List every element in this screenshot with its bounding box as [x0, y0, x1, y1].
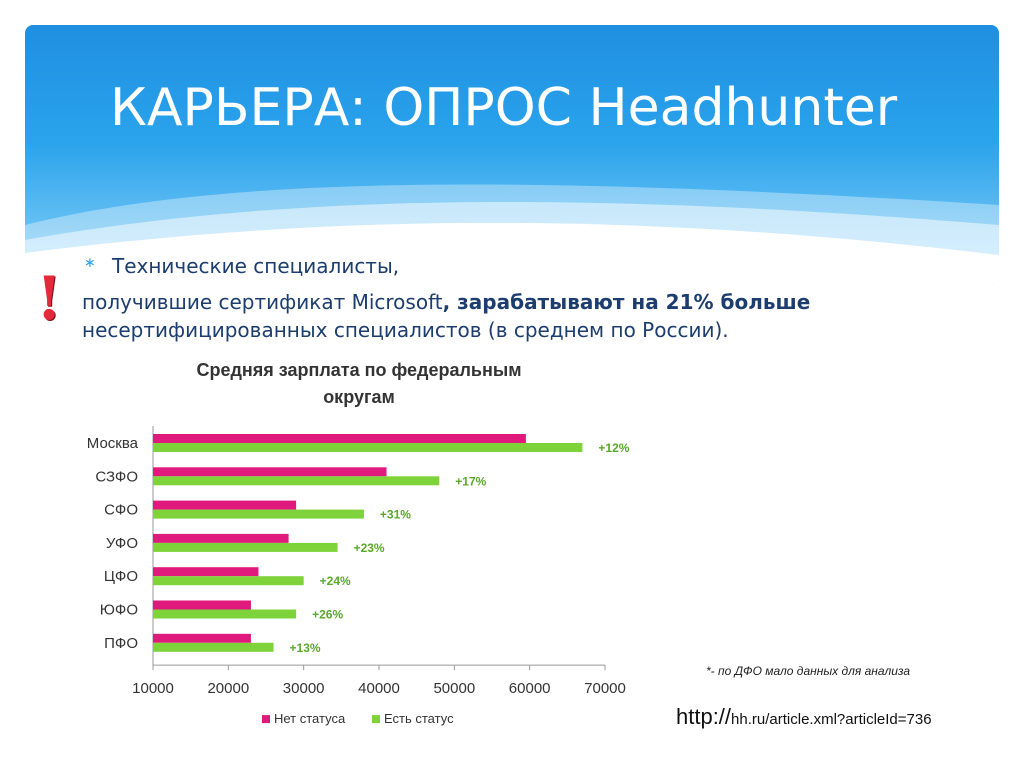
x-tick-label: 20000	[207, 680, 249, 697]
footnote: *- по ДФО мало данных для анализа	[706, 664, 911, 678]
delta-label: +31%	[380, 508, 411, 522]
delta-label: +24%	[320, 574, 351, 588]
title-banner: КАРЬЕРА: ОПРОС Headhunter	[25, 25, 999, 285]
bar-status	[153, 443, 583, 452]
bar-no-status	[153, 567, 259, 577]
x-tick-label: 40000	[358, 680, 400, 697]
bullet-text-line3: несертифицированных специалистов (в сред…	[82, 318, 729, 342]
source-link[interactable]: http://hh.ru/article.xml?articleId=736	[676, 704, 932, 730]
legend-swatch-no-status	[262, 715, 270, 724]
x-tick-label: 50000	[433, 680, 475, 697]
link-url[interactable]: hh.ru/article.xml?articleId=736	[731, 711, 932, 728]
legend-label-status: Есть статус	[384, 711, 454, 726]
bar-no-status	[153, 467, 387, 477]
x-tick-label: 70000	[584, 680, 626, 697]
category-label: СФО	[104, 502, 138, 519]
line2-plain: получившие сертификат Microsoft	[82, 290, 443, 314]
category-label: УФО	[106, 535, 138, 552]
wave-decoration	[25, 184, 999, 285]
category-label: СЗФО	[95, 468, 138, 485]
delta-label: +13%	[290, 641, 321, 655]
x-tick-label: 30000	[283, 680, 325, 697]
x-tick-label: 60000	[509, 680, 551, 697]
link-prefix[interactable]: http://	[676, 704, 732, 729]
bullet-icon: ∗	[84, 254, 96, 270]
bar-no-status	[153, 500, 297, 510]
bar-no-status	[153, 600, 251, 610]
bar-no-status	[153, 434, 526, 443]
bar-no-status	[153, 533, 289, 543]
category-label: ЦФО	[104, 568, 138, 585]
x-tick-label: 10000	[132, 680, 174, 697]
category-label: ЮФО	[100, 602, 138, 619]
delta-label: +17%	[455, 474, 486, 488]
chart-title-line: Средняя зарплата по федеральным	[196, 360, 521, 380]
bar-status	[153, 642, 274, 652]
bar-status	[153, 509, 364, 519]
exclamation-icon: !	[36, 264, 63, 334]
bullet-text-line1: Технические специалисты,	[112, 254, 400, 278]
bar-status	[153, 576, 304, 586]
legend-label-no-status: Нет статуса	[274, 711, 346, 726]
page-title: КАРЬЕРА: ОПРОС Headhunter	[110, 78, 898, 138]
category-label: ПФО	[104, 635, 138, 652]
chart-title-line: округам	[323, 387, 395, 407]
delta-label: +12%	[598, 441, 629, 455]
bullet-text-line2: получившие сертификат Microsoft, зарабат…	[82, 290, 810, 314]
bar-status	[153, 476, 440, 486]
line2-bold: , зарабатывают на 21% больше	[442, 290, 811, 314]
category-label: Москва	[87, 435, 139, 452]
delta-label: +26%	[312, 608, 343, 622]
bar-no-status	[153, 633, 251, 643]
legend-swatch-status	[372, 715, 380, 724]
bar-status	[153, 609, 297, 619]
delta-label: +23%	[354, 541, 385, 555]
bar-status	[153, 542, 338, 552]
salary-bar-chart: Средняя зарплата по федеральным округам 10…	[87, 360, 630, 726]
